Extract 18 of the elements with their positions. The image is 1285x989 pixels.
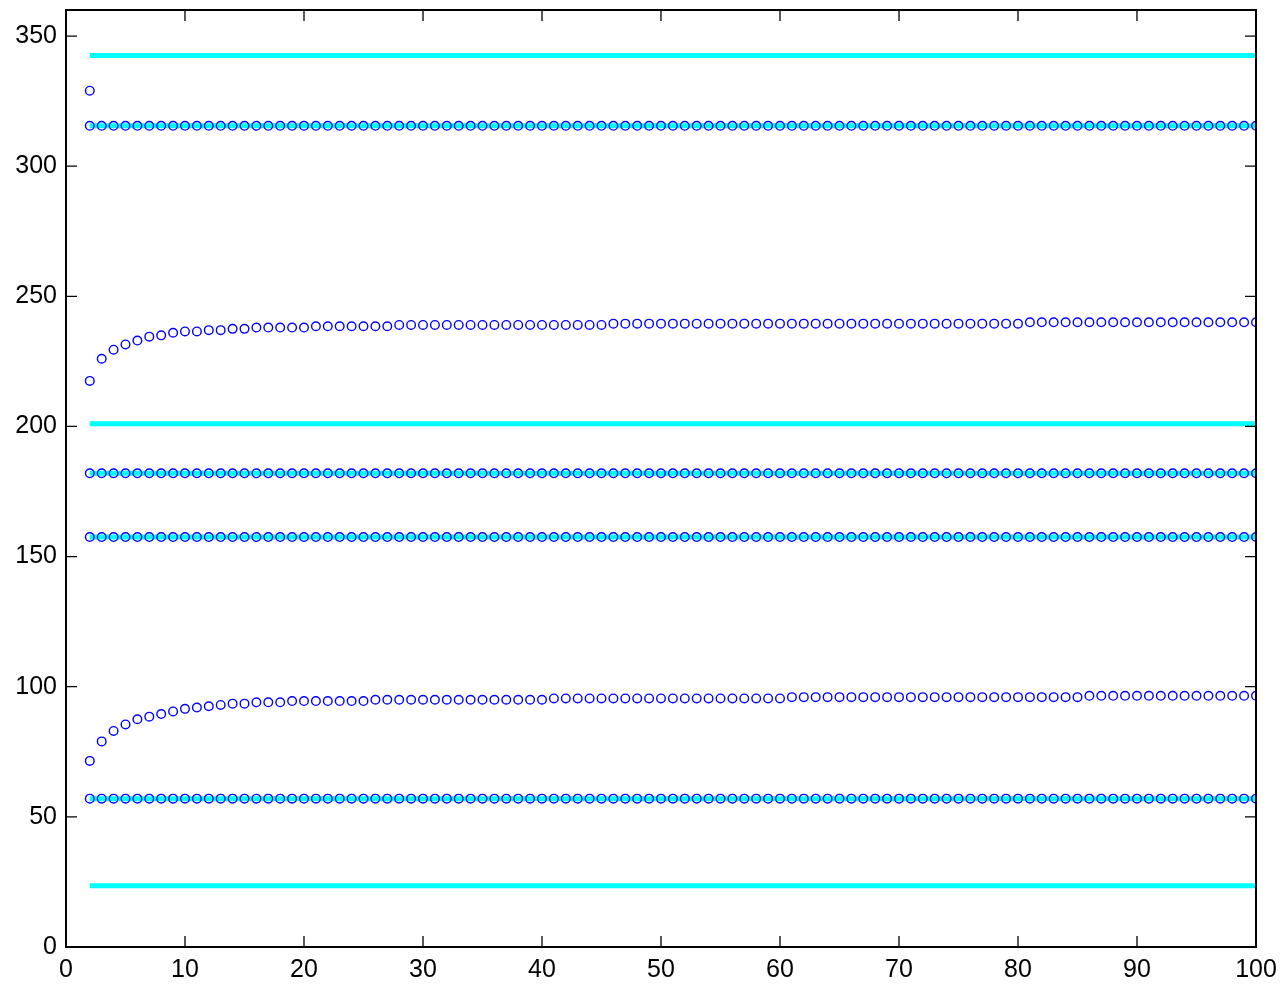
x-tick-label: 50	[647, 953, 675, 982]
y-tick-label: 100	[15, 670, 57, 699]
x-tick-label: 100	[1235, 953, 1277, 982]
y-tick-label: 150	[15, 540, 57, 569]
x-tick-label: 20	[290, 953, 318, 982]
x-tick-label: 60	[766, 953, 794, 982]
x-tick-label: 30	[409, 953, 437, 982]
x-tick-label: 90	[1123, 953, 1151, 982]
x-tick-label: 40	[528, 953, 556, 982]
y-tick-label: 300	[15, 150, 57, 179]
y-tick-label: 50	[29, 800, 57, 829]
x-tick-label: 70	[885, 953, 913, 982]
y-tick-label: 250	[15, 280, 57, 309]
x-tick-label: 80	[1004, 953, 1032, 982]
y-tick-label: 200	[15, 410, 57, 439]
y-tick-label: 350	[15, 19, 57, 48]
y-tick-label: 0	[43, 930, 57, 959]
x-tick-label: 10	[171, 953, 199, 982]
